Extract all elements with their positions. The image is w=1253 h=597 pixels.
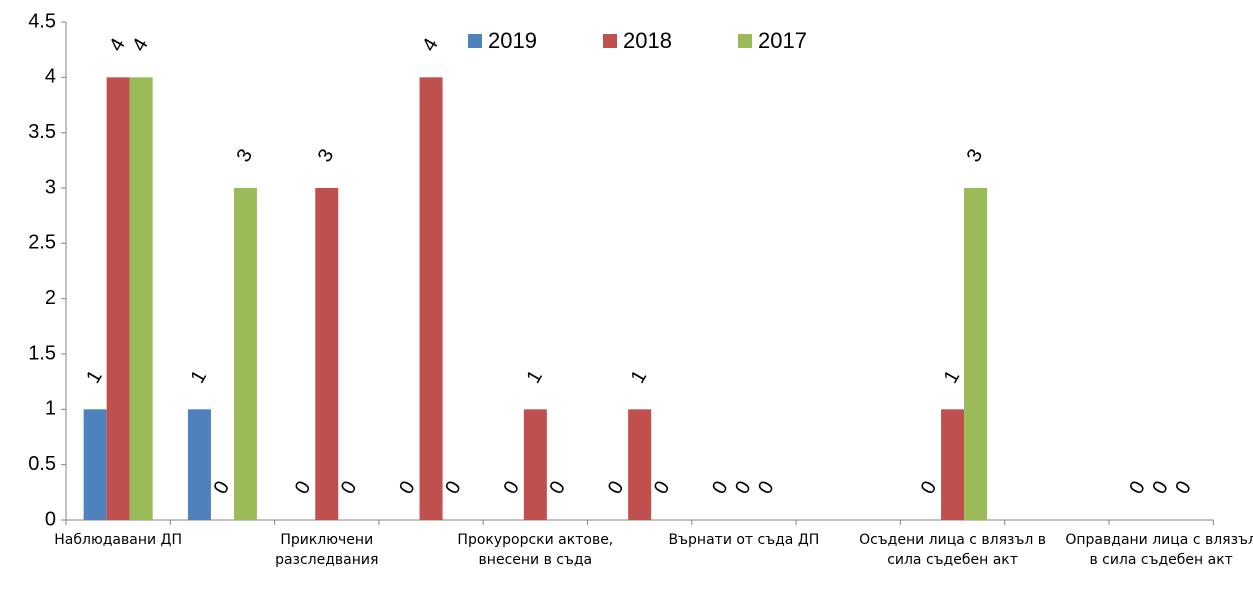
data-label: 3 (963, 145, 988, 166)
x-tick-label: Приключени разследвания (275, 532, 379, 568)
legend-label: 2019 (488, 28, 537, 53)
data-label: 1 (522, 367, 547, 388)
y-tick-label: 0 (45, 508, 56, 530)
bar (523, 409, 547, 520)
legend-swatch (468, 34, 482, 48)
y-tick-label: 0.5 (28, 453, 56, 475)
data-label: 4 (105, 35, 130, 56)
data-label: 0 (210, 477, 235, 498)
y-tick-label: 4.5 (28, 10, 56, 32)
y-tick-label: 2.5 (28, 232, 56, 254)
bar (233, 188, 257, 520)
data-label: 0 (291, 477, 316, 498)
data-label: 0 (441, 477, 466, 498)
data-label: 3 (314, 145, 339, 166)
data-label: 0 (395, 477, 420, 498)
data-label: 1 (82, 367, 107, 388)
bar (628, 409, 652, 520)
data-label: 1 (940, 367, 965, 388)
bar (315, 188, 339, 520)
bar (419, 77, 443, 520)
legend-label: 2018 (623, 28, 672, 53)
data-label: 0 (754, 477, 779, 498)
x-label-box: Наблюдавани ДП (54, 532, 182, 548)
bar (941, 409, 965, 520)
y-tick-label: 2 (45, 287, 56, 309)
legend-swatch (603, 34, 617, 48)
x-label-box: Осъдени лица с влязъл в сила съдебен акт (859, 532, 1047, 568)
x-tick-label: Върнати от съда ДП (668, 532, 820, 548)
data-label: 0 (731, 477, 756, 498)
legend-swatch (738, 34, 752, 48)
data-label: 4 (128, 35, 153, 56)
x-tick-label: Прокурорски актове, внесени в съда (457, 532, 614, 568)
x-tick-label: Оправдани лица с влязъл в сила съдебен а… (1065, 532, 1253, 568)
x-tick-label: Осъдени лица с влязъл в сила съдебен акт (859, 532, 1047, 568)
bar (83, 409, 107, 520)
x-label-box: Оправдани лица с влязъл в сила съдебен а… (1065, 532, 1253, 568)
data-label: 4 (418, 35, 443, 56)
bar (106, 77, 130, 520)
y-tick-label: 1 (45, 398, 56, 420)
bar (129, 77, 153, 520)
data-label: 0 (604, 477, 629, 498)
data-label: 1 (187, 367, 212, 388)
data-label: 0 (650, 477, 675, 498)
data-label: 1 (627, 367, 652, 388)
data-label: 0 (499, 477, 524, 498)
bar (964, 188, 988, 520)
data-label: 0 (1148, 477, 1173, 498)
data-label: 0 (337, 477, 362, 498)
data-label: 0 (1171, 477, 1196, 498)
x-label-box: Върнати от съда ДП (668, 532, 820, 548)
data-label: 0 (917, 477, 942, 498)
data-label: 0 (1125, 477, 1150, 498)
data-label: 3 (233, 145, 258, 166)
y-tick-label: 3.5 (28, 121, 56, 143)
x-label-box: Приключени разследвания (275, 532, 379, 568)
y-tick-label: 4 (45, 66, 56, 88)
data-label: 0 (708, 477, 733, 498)
y-tick-label: 1.5 (28, 342, 56, 364)
x-label-box: Прокурорски актове, внесени в съда (457, 532, 614, 568)
y-tick-label: 3 (45, 176, 56, 198)
x-tick-label: Наблюдавани ДП (54, 532, 182, 548)
data-label: 0 (545, 477, 570, 498)
legend-label: 2017 (758, 28, 807, 53)
bar (187, 409, 211, 520)
